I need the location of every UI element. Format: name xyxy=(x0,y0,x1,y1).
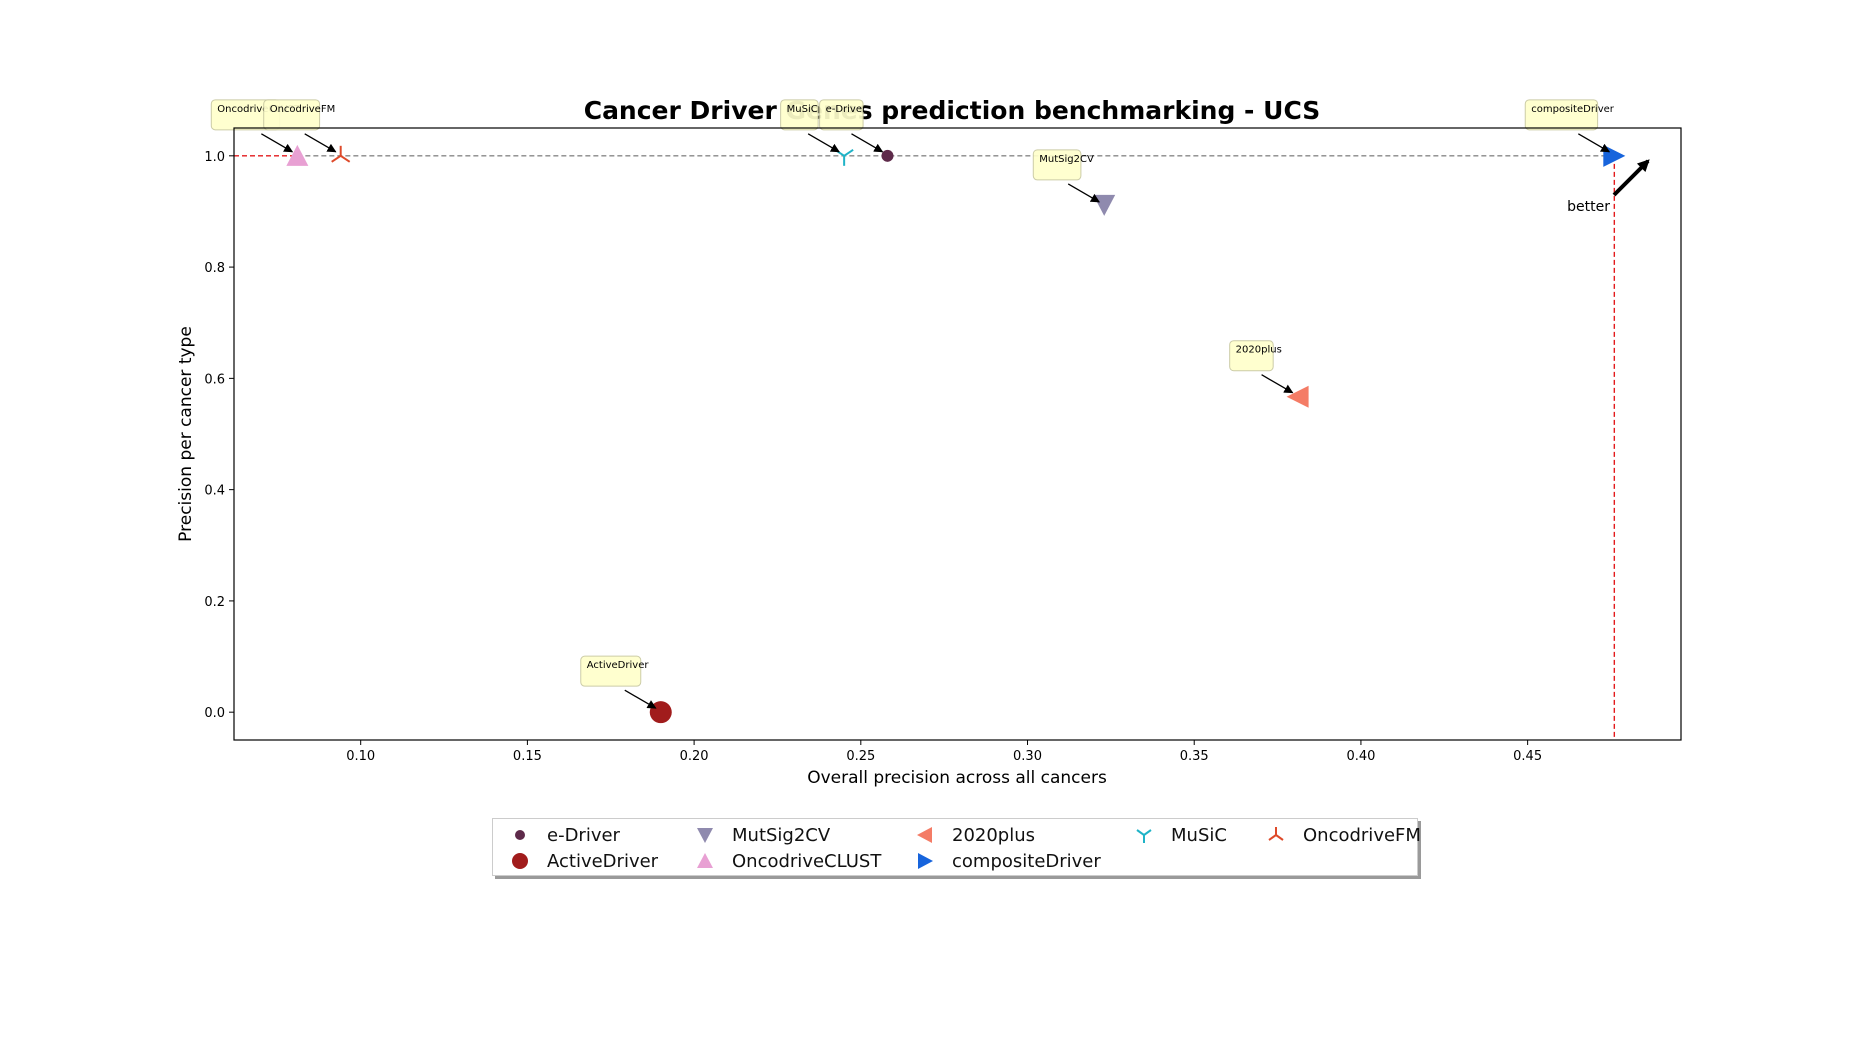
annotation-compositedriver-box xyxy=(1524,99,1599,131)
x-axis-label: Overall precision across all cancers xyxy=(807,768,1107,788)
y-tick-label: 0.2 xyxy=(204,595,225,610)
point-mutsig2cv xyxy=(1093,194,1116,216)
legend-item-oncodrivefm: OncodriveFM xyxy=(1259,822,1421,848)
annotation-mutsig2cv-arrow xyxy=(1067,183,1100,203)
legend-label-2020plus: 2020plus xyxy=(952,824,1036,846)
x-tick-label: 0.40 xyxy=(1346,749,1375,764)
point-music-arm xyxy=(843,148,854,157)
annotation-e-driver-box xyxy=(819,99,864,131)
annotation-oncodrivefm-label: OncodriveFM xyxy=(270,104,336,115)
y-tick-label: 0.0 xyxy=(204,706,225,721)
axis-ticks: 0.10 0.15 0.20 0.25 0.30 0.35 0.40 0.45 0.0 0.2 0.… xyxy=(204,150,1542,764)
annotation-oncodriveclust-arrow xyxy=(261,133,294,153)
legend: e-Driver ActiveDriver MutSig2CV Oncodriv… xyxy=(492,818,1421,876)
legend-label-mutsig2cv: MutSig2CV xyxy=(732,824,831,846)
x-tick-label: 0.30 xyxy=(1013,749,1042,764)
y-tick-label: 0.8 xyxy=(204,261,225,276)
legend-marker-oncodrivefm xyxy=(1268,827,1284,841)
legend-label-oncodrivefm: OncodriveFM xyxy=(1303,824,1421,846)
point-e-driver xyxy=(881,149,894,162)
point-activedriver xyxy=(649,701,672,724)
annotation-activedriver-arrow xyxy=(624,689,657,709)
y-tick-label: 0.4 xyxy=(204,484,225,499)
annotation-music-label: MuSiC xyxy=(787,104,818,115)
annotation-mutsig2cv-label: MutSig2CV xyxy=(1039,154,1094,165)
annotation-activedriver-label: ActiveDriver xyxy=(587,660,650,671)
legend-item-2020plus: 2020plus xyxy=(908,822,1035,848)
annotation-oncodrivefm-arrow xyxy=(304,133,337,153)
plot-frame xyxy=(233,127,1682,741)
x-tick-label: 0.10 xyxy=(346,749,375,764)
legend-marker-music xyxy=(1136,829,1152,843)
y-tick-label: 0.6 xyxy=(204,372,225,387)
legend-item-music: MuSiC xyxy=(1127,822,1227,848)
annotation-music-arrow xyxy=(807,133,840,153)
annotation-e-driver-label: e-Driver xyxy=(826,104,867,115)
legend-marker-e-driver xyxy=(515,830,525,840)
annotation-2020plus-box xyxy=(1229,340,1274,372)
point-oncodrivefm-arm xyxy=(331,154,342,163)
x-tick-label: 0.25 xyxy=(846,749,875,764)
y-tick-label: 1.0 xyxy=(204,150,225,165)
annotation-e-driver-arrow xyxy=(851,133,884,153)
legend-marker-2020plus xyxy=(917,827,932,843)
legend-label-activedriver: ActiveDriver xyxy=(547,850,659,872)
legend-item-mutsig2cv: MutSig2CV xyxy=(688,822,830,848)
chart-title: Cancer Driver Genes prediction benchmark… xyxy=(584,96,1321,125)
annotation-compositedriver-label: compositeDriver xyxy=(1531,104,1615,115)
annotation-music-box xyxy=(780,99,819,131)
annotation-2020plus-label: 2020plus xyxy=(1236,345,1282,356)
point-oncodriveclust xyxy=(286,144,309,166)
annotation-2020plus-arrow xyxy=(1261,374,1294,394)
point-oncodrivefm-arm xyxy=(340,154,351,163)
legend-marker-activedriver xyxy=(512,853,528,869)
better-label: better xyxy=(1567,199,1610,215)
legend-item-e-driver: e-Driver xyxy=(503,822,620,848)
legend-item-activedriver: ActiveDriver xyxy=(503,848,658,874)
annotation-activedriver-box xyxy=(580,655,642,687)
legend-marker-compositedriver xyxy=(918,853,933,869)
legend-marker-oncodriveclust xyxy=(697,853,713,868)
point-music xyxy=(834,148,854,166)
legend-label-compositedriver: compositeDriver xyxy=(952,850,1101,872)
x-tick-label: 0.20 xyxy=(680,749,709,764)
legend-label-e-driver: e-Driver xyxy=(547,824,620,846)
annotation-oncodrivefm-box xyxy=(263,99,321,131)
legend-label-music: MuSiC xyxy=(1171,824,1227,846)
pareto-front-lines xyxy=(234,155,1616,740)
legend-label-oncodriveclust: OncodriveCLUST xyxy=(732,850,882,872)
better-arrow xyxy=(1612,159,1650,197)
point-compositedriver xyxy=(1603,144,1626,167)
annotation-oncodriveclust-label: OncodriveCLUST xyxy=(217,104,301,115)
y-axis-label: Precision per cancer type xyxy=(176,326,196,542)
x-tick-label: 0.45 xyxy=(1513,749,1542,764)
annotation-compositedriver-arrow xyxy=(1577,133,1611,153)
x-tick-label: 0.35 xyxy=(1180,749,1209,764)
legend-item-compositedriver: compositeDriver xyxy=(908,848,1101,874)
point-2020plus xyxy=(1286,385,1309,408)
point-oncodrivefm xyxy=(331,145,351,163)
annotation-mutsig2cv-box xyxy=(1032,149,1082,181)
legend-marker-mutsig2cv xyxy=(697,828,713,843)
legend-item-oncodriveclust: OncodriveCLUST xyxy=(688,848,881,874)
data-points xyxy=(286,144,1626,724)
point-annotations: e-Driver ActiveDriver MutSig2CV OncodriveCL… xyxy=(210,99,1615,709)
x-tick-label: 0.15 xyxy=(513,749,542,764)
